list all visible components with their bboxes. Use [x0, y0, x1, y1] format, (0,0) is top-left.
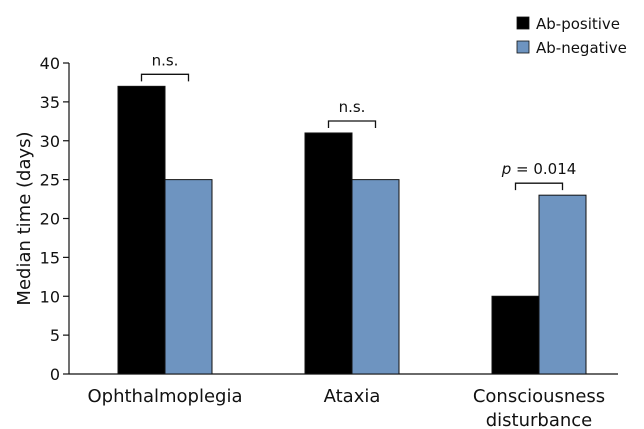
legend: Ab-positive Ab-negative	[516, 15, 627, 57]
significance-bracket	[327, 120, 377, 128]
bar-ab-negative-consciousness-disturbance	[538, 194, 587, 375]
legend-label-ab-negative: Ab-negative	[536, 39, 627, 57]
bar-ab-positive-ophthalmoplegia	[117, 85, 166, 375]
legend-swatch-ab-negative	[516, 40, 530, 54]
bar-ab-positive-ataxia	[304, 132, 353, 375]
y-tick-label: 20	[40, 210, 60, 229]
significance-bracket	[140, 73, 190, 82]
y-axis-label: Median time (days)	[14, 131, 35, 305]
bar-ab-negative-ophthalmoplegia	[164, 179, 213, 375]
significance-label: p = 0.014	[501, 160, 577, 178]
legend-swatch-ab-positive	[516, 16, 530, 30]
y-tick-label: 35	[40, 93, 60, 112]
significance-label: n.s.	[339, 98, 366, 116]
x-category-label: Consciousness	[473, 386, 605, 407]
y-tick-label: 10	[40, 287, 60, 306]
y-tick-label: 25	[40, 171, 60, 190]
bars	[117, 85, 587, 375]
significance-bracket	[514, 182, 564, 191]
x-category-label: disturbance	[486, 410, 593, 429]
significance-label: n.s.	[152, 51, 179, 69]
y-tick-label: 15	[40, 248, 60, 267]
y-tick-label: 30	[40, 132, 60, 151]
bar-ab-positive-consciousness-disturbance	[491, 295, 540, 375]
bar-ab-negative-ataxia	[351, 179, 400, 375]
significance-annotations: n.s. n.s. p = 0.014	[140, 51, 577, 191]
y-tick-label: 40	[40, 54, 60, 73]
y-tick-label: 0	[50, 365, 60, 384]
x-category-label: Ophthalmoplegia	[87, 386, 242, 407]
y-tick-label: 5	[50, 326, 60, 345]
legend-label-ab-positive: Ab-positive	[536, 15, 620, 33]
x-category-label: Ataxia	[324, 386, 381, 407]
axes: 0 5 10 15 20 25 30 35 40 Median time (days) Ophtha…	[14, 54, 618, 429]
